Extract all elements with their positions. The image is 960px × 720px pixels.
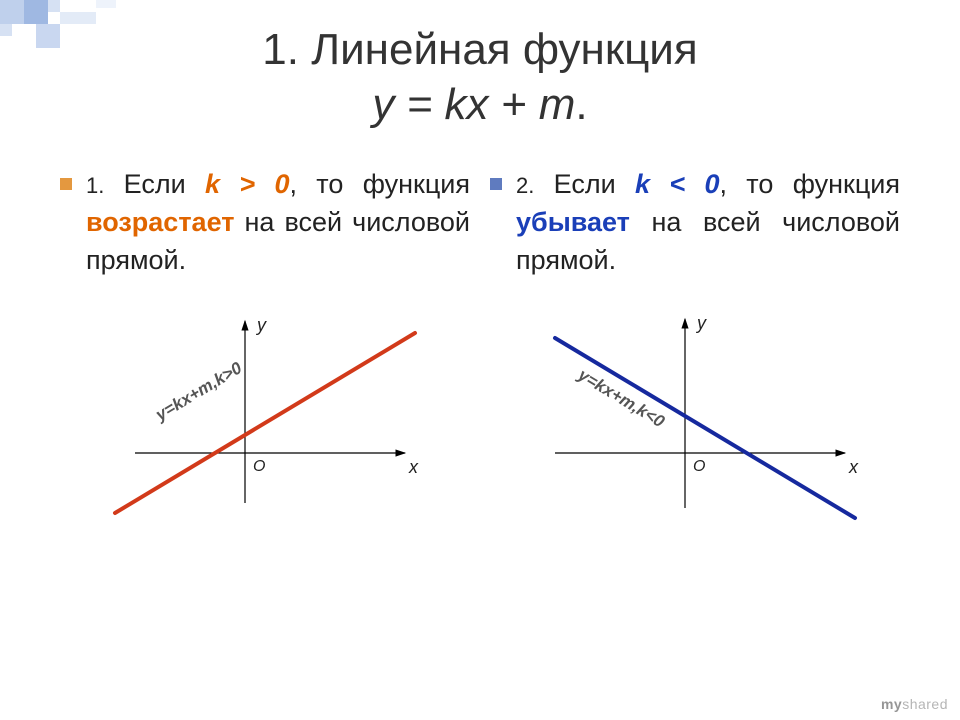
right-kexpr: k < 0	[635, 169, 719, 199]
left-kexpr: k > 0	[205, 169, 289, 199]
left-chart: x y Oy=kx+m,k>0	[95, 303, 435, 523]
svg-text:O: O	[253, 458, 265, 475]
left-t1: Если	[104, 169, 205, 199]
left-text: 1. Если k > 0, то функция возрастает на …	[86, 166, 470, 279]
left-bullet-row: 1. Если k > 0, то функция возрастает на …	[60, 166, 470, 279]
watermark-bold: my	[881, 696, 902, 712]
left-column: 1. Если k > 0, то функция возрастает на …	[60, 166, 470, 543]
right-emph: убывает	[516, 207, 630, 237]
watermark-rest: shared	[902, 696, 948, 712]
svg-text:y: y	[255, 315, 267, 335]
svg-text:y=kx+m,k>0: y=kx+m,k>0	[151, 358, 245, 425]
title-line1: 1. Линейная функция	[262, 25, 697, 74]
right-bullet-row: 2. Если k < 0, то функция убывает на все…	[490, 166, 900, 279]
watermark: myshared	[881, 696, 948, 712]
right-chart: xyOy=kx+m,k<0	[515, 303, 875, 543]
svg-text:x: x	[848, 457, 859, 477]
slide: 1. Линейная функция y = kx + m. 1. Если …	[0, 0, 960, 720]
right-t2: , то функция	[719, 169, 900, 199]
svg-text:x: x	[408, 457, 419, 477]
left-t2: , то функция	[289, 169, 470, 199]
right-num: 2.	[516, 173, 534, 198]
right-column: 2. Если k < 0, то функция убывает на все…	[490, 166, 900, 543]
right-t1: Если	[534, 169, 635, 199]
title-dot: .	[575, 80, 587, 129]
svg-text:y: y	[695, 313, 707, 333]
right-graph: xyOy=kx+m,k<0	[490, 303, 900, 543]
svg-text:O: O	[693, 458, 705, 475]
left-graph: x y Oy=kx+m,k>0	[60, 303, 470, 523]
title-formula: y = kx + m	[372, 80, 575, 129]
right-text: 2. Если k < 0, то функция убывает на все…	[516, 166, 900, 279]
slide-title: 1. Линейная функция y = kx + m.	[60, 22, 900, 132]
left-num: 1.	[86, 173, 104, 198]
left-emph: возрастает	[86, 207, 234, 237]
bullet-icon	[490, 178, 502, 190]
bullet-icon	[60, 178, 72, 190]
columns: 1. Если k > 0, то функция возрастает на …	[60, 166, 900, 543]
